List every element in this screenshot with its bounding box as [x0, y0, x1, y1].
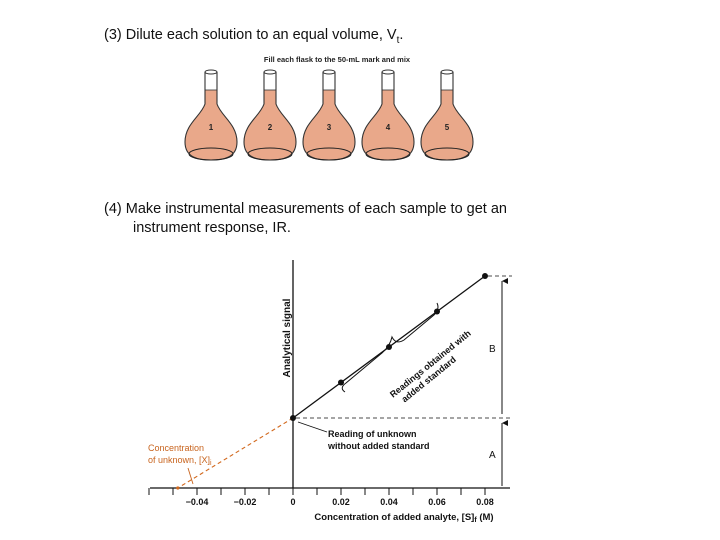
readings-annotation: Readings obtained with added standard	[388, 327, 482, 408]
flask-mouth	[381, 69, 395, 75]
flask-base	[188, 147, 234, 161]
flask-mouth	[204, 69, 218, 75]
flask-base	[365, 147, 411, 161]
flask-number: 2	[268, 123, 273, 132]
flask-5: 5	[420, 69, 474, 161]
flask-base	[247, 147, 293, 161]
data-point	[290, 415, 296, 421]
x-axis-label: Concentration of added analyte, [S]f (M)	[314, 512, 493, 524]
step-3-subscript: t	[396, 34, 400, 46]
unknown-reading-leader	[297, 421, 328, 433]
dimension-label-a: A	[489, 450, 496, 461]
y-axis-label: Analytical signal	[282, 298, 293, 377]
dimension-label-b: B	[489, 344, 496, 355]
flask-mouth	[263, 69, 277, 75]
volumetric-flasks-illustration: Fill each flask to the 50-mL mark and mi…	[184, 55, 474, 161]
flask-2: 2	[243, 69, 297, 161]
x-tick-label: 0.06	[428, 497, 446, 507]
unknown-reading-line2: without added standard	[327, 441, 430, 451]
flask-base	[306, 147, 352, 161]
step-3-suffix: .	[399, 27, 404, 43]
flask-base	[424, 147, 470, 161]
x-intercept-point	[176, 486, 180, 490]
flask-1: 1	[184, 69, 238, 161]
x-axis-label-sub: f	[474, 517, 477, 524]
conc-unknown-leader	[187, 467, 194, 485]
flask-mouth	[440, 69, 454, 75]
step-3-text: (3) Dilute each solution to an equal vol…	[104, 26, 403, 50]
flask-instruction: Fill each flask to the 50-mL mark and mi…	[264, 55, 411, 64]
data-point	[482, 273, 488, 279]
step-4-line1: (4) Make instrumental measurements of ea…	[104, 201, 507, 217]
flask-mouth	[322, 69, 336, 75]
x-tick-label: 0.08	[476, 497, 494, 507]
x-ticks	[148, 488, 486, 495]
flask-3: 3	[302, 69, 356, 161]
data-point	[338, 379, 344, 386]
flask-liquid	[303, 90, 355, 160]
data-point	[386, 344, 392, 350]
x-tick-label: 0.04	[380, 497, 398, 507]
flask-liquid	[421, 90, 473, 160]
x-tick-label: −0.04	[186, 497, 209, 507]
step-4-text: (4) Make instrumental measurements of ea…	[104, 200, 507, 238]
flask-liquid	[362, 90, 414, 160]
x-tick-labels: −0.04 −0.02 0 0.02 0.04 0.06 0.08	[186, 497, 494, 507]
conc-unknown-line1: Concentration	[148, 443, 204, 453]
x-tick-label: 0	[290, 497, 295, 507]
flask-number: 1	[209, 123, 214, 132]
extrapolation-line	[177, 417, 294, 489]
flask-number: 4	[386, 123, 391, 132]
flask-number: 3	[327, 123, 332, 132]
unknown-reading-line1: Reading of unknown	[328, 429, 417, 439]
flask-number: 5	[445, 123, 450, 132]
readings-brace	[341, 302, 439, 393]
x-tick-label: −0.02	[234, 497, 257, 507]
x-tick-label: 0.02	[332, 497, 350, 507]
flask-liquid	[185, 90, 237, 160]
step-3-prefix: (3) Dilute each solution to an equal vol…	[104, 27, 397, 43]
flask-liquid	[244, 90, 296, 160]
x-axis-label-main: Concentration of added analyte, [S]	[314, 512, 474, 523]
step-4-line2: instrument response, IR.	[133, 220, 291, 236]
flask-4: 4	[361, 69, 415, 161]
conc-unknown-line2: of unknown, [X]i	[148, 455, 212, 467]
x-axis-label-unit: (M)	[477, 512, 494, 523]
